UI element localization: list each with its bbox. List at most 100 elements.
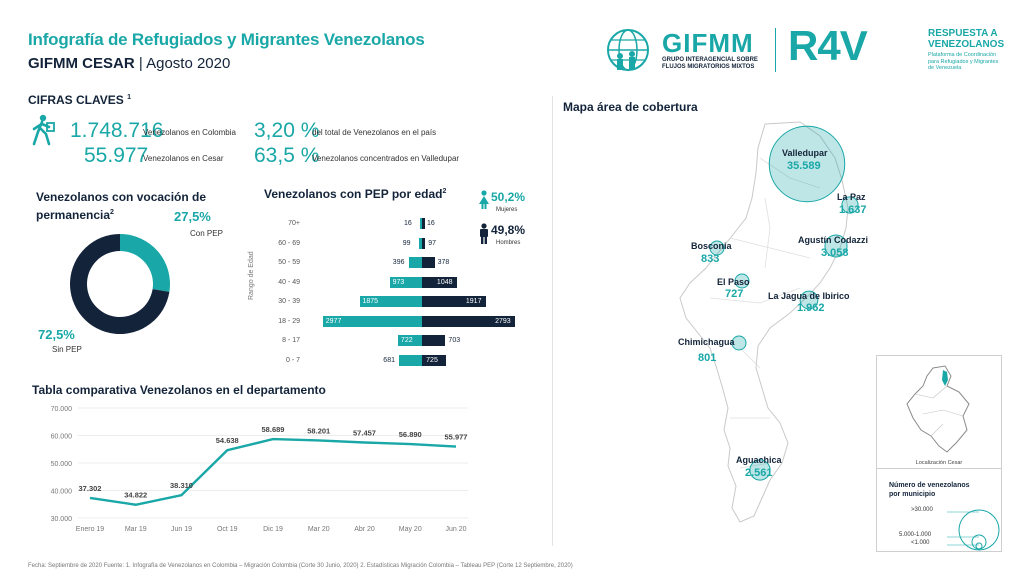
- pyramid-value-female: 1875: [362, 298, 379, 305]
- logo-divider: [775, 28, 776, 72]
- pyramid-bar-male: [422, 257, 435, 268]
- pyramid-value-male: 378: [437, 259, 450, 266]
- hombres-label: Hombres: [496, 240, 521, 246]
- legend-title-line1: Número de venezolanos: [889, 482, 970, 489]
- vocacion-title-line2-wrap: permanencia2: [36, 205, 206, 223]
- gifmm-logo-sub1: GRUPO INTERAGENCIAL SOBRE: [662, 57, 758, 63]
- y-tick-label: 40.000: [51, 489, 73, 496]
- vocacion-title-line2: permanencia: [36, 208, 111, 222]
- pyramid-bar-male: [422, 296, 486, 307]
- map-divider: [552, 96, 553, 546]
- pyramid-value-male: 16: [427, 220, 435, 227]
- pyramid-bar-female: [408, 257, 422, 268]
- pyramid-age-label: 8 - 17: [282, 337, 300, 344]
- cifras-title-sup: 1: [127, 94, 132, 101]
- pyramid-bar-female: [359, 296, 422, 307]
- pyramid-bar-male: [422, 315, 516, 327]
- legend-item-medium: 5.000-1.000: [899, 532, 932, 538]
- r4v-sub-3: de Venezuela: [928, 65, 962, 71]
- data-label: 58.689: [262, 425, 285, 434]
- legend-circles: [947, 509, 1000, 551]
- legend-title-line2: por municipio: [889, 491, 936, 498]
- pyramid-age-label: 30 - 39: [278, 298, 300, 305]
- donut-slice-con-pep: [120, 234, 170, 292]
- vocacion-title-sup: 2: [110, 209, 114, 216]
- pyramid-bar-male: [422, 276, 457, 288]
- pyramid-age-label: 70+: [288, 220, 300, 227]
- pyramid-value-female: 722: [400, 337, 413, 344]
- series-line: [89, 437, 457, 506]
- hombres-value: 49,8%: [491, 223, 526, 237]
- data-label: 34.822: [124, 491, 147, 500]
- cifra-colombia-value: 1.748.716: [70, 119, 164, 142]
- x-tick-label: Oct 19: [217, 526, 238, 533]
- gifmm-logo-sub2: FLUJOS MIGRATORIOS MIXTOS: [662, 64, 755, 70]
- mapa-title: Mapa área de cobertura: [563, 100, 698, 114]
- pyramid-bar-male: [422, 237, 426, 249]
- x-tick-label: Enero 19: [76, 526, 105, 533]
- footer-source: Fecha: Septiembre de 2020 Fuente: 1. Inf…: [28, 563, 573, 569]
- report-date: Agosto 2020: [146, 55, 231, 72]
- sin-pep-label: Sin PEP: [52, 345, 82, 354]
- pyramid-bar-male: [422, 354, 447, 366]
- pyramid-bar-male: [422, 218, 425, 229]
- pyramid-age-label: 0 - 7: [285, 356, 300, 364]
- cifra-valledupar-value: 63,5 %: [254, 144, 320, 167]
- pyramid-age-label: 50 - 59: [278, 259, 300, 266]
- data-label: 55.977: [445, 433, 468, 442]
- migrant-walking-icon: [28, 114, 56, 151]
- r4v-logo-title: RESPUESTA A VENEZOLANOS: [928, 28, 1004, 50]
- vocacion-title: Venezolanos con vocación de permanencia2: [36, 189, 206, 223]
- y-tick-label: 30.000: [51, 516, 73, 523]
- x-tick-label: Mar 19: [125, 526, 147, 533]
- page-title: Infografía de Refugiados y Migrantes Ven…: [28, 30, 425, 49]
- pyramid-value-female: 2977: [325, 317, 342, 325]
- vocacion-donut-chart: [70, 234, 170, 334]
- legend-divider: [877, 468, 1001, 469]
- x-tick-label: May 20: [399, 526, 422, 533]
- pep-edad-title-text: Venezolanos con PEP por edad: [264, 187, 443, 201]
- pyramid-age-label: 60 - 69: [278, 239, 300, 247]
- pyramid-value-male: 1917: [465, 298, 482, 305]
- pep-edad-title: Venezolanos con PEP por edad2: [264, 187, 446, 201]
- cifra-porcentaje-pais-value: 3,20 %: [254, 119, 320, 142]
- data-label: 37.302: [79, 484, 102, 493]
- page-subtitle: GIFMM CESAR | Agosto 2020: [28, 55, 230, 72]
- y-tick-label: 50.000: [51, 461, 73, 468]
- pep-edad-title-sup: 2: [442, 188, 447, 195]
- data-label: 58.201: [307, 426, 330, 435]
- x-tick-label: Jun 20: [445, 526, 466, 533]
- x-tick-label: Jun 19: [171, 526, 192, 533]
- legend-title: Número de venezolanos por municipio: [889, 481, 970, 499]
- x-tick-label: Abr 20: [354, 526, 375, 533]
- data-label: 38.310: [170, 481, 193, 490]
- sin-pep-value: 72,5%: [38, 327, 75, 342]
- pyramid-value-female: 681: [383, 356, 395, 364]
- pep-edad-pyramid-chart: 70+ 16 16 60 - 69 99 97 50 - 59 396 378 40 - 49 97…: [260, 218, 516, 368]
- pyramid-value-female: 396: [392, 259, 405, 266]
- data-label: 56.890: [399, 430, 422, 439]
- colombia-inset-map: [906, 365, 970, 453]
- pyramid-value-male: 703: [448, 337, 461, 344]
- female-icon: [478, 190, 490, 215]
- male-icon: [478, 223, 490, 250]
- gifmm-logo: GIFMM GRUPO INTERAGENCIAL SOBRE FLUJOS M…: [598, 26, 758, 74]
- r4v-title-1: RESPUESTA A: [928, 28, 998, 39]
- r4v-title-2: VENEZOLANOS: [928, 39, 1005, 50]
- pyramid-value-female: 16: [404, 220, 412, 227]
- org-name: GIFMM CESAR: [28, 55, 135, 72]
- cifra-colombia-label: Venezolanos en Colombia: [143, 128, 236, 137]
- pyramid-bar-male: [422, 335, 446, 346]
- pyramid-value-male: 2793: [495, 317, 511, 325]
- cifra-porcentaje-pais-label: del total de Venezolanos en el país: [312, 128, 437, 137]
- tabla-title: Tabla comparativa Venezolanos en el depa…: [32, 383, 326, 397]
- pyramid-bar-female: [389, 276, 422, 288]
- pyramid-age-label: 40 - 49: [278, 278, 300, 286]
- pyramid-value-male: 1048: [436, 278, 453, 286]
- separator: |: [138, 55, 147, 72]
- pyramid-bar-female: [420, 218, 423, 229]
- r4v-logo: R4V: [788, 22, 868, 69]
- cifra-cesar-label: Venezolanos en Cesar: [143, 154, 224, 163]
- pyramid-value-female: 973: [392, 278, 405, 286]
- pyramid-bar-female: [399, 354, 422, 366]
